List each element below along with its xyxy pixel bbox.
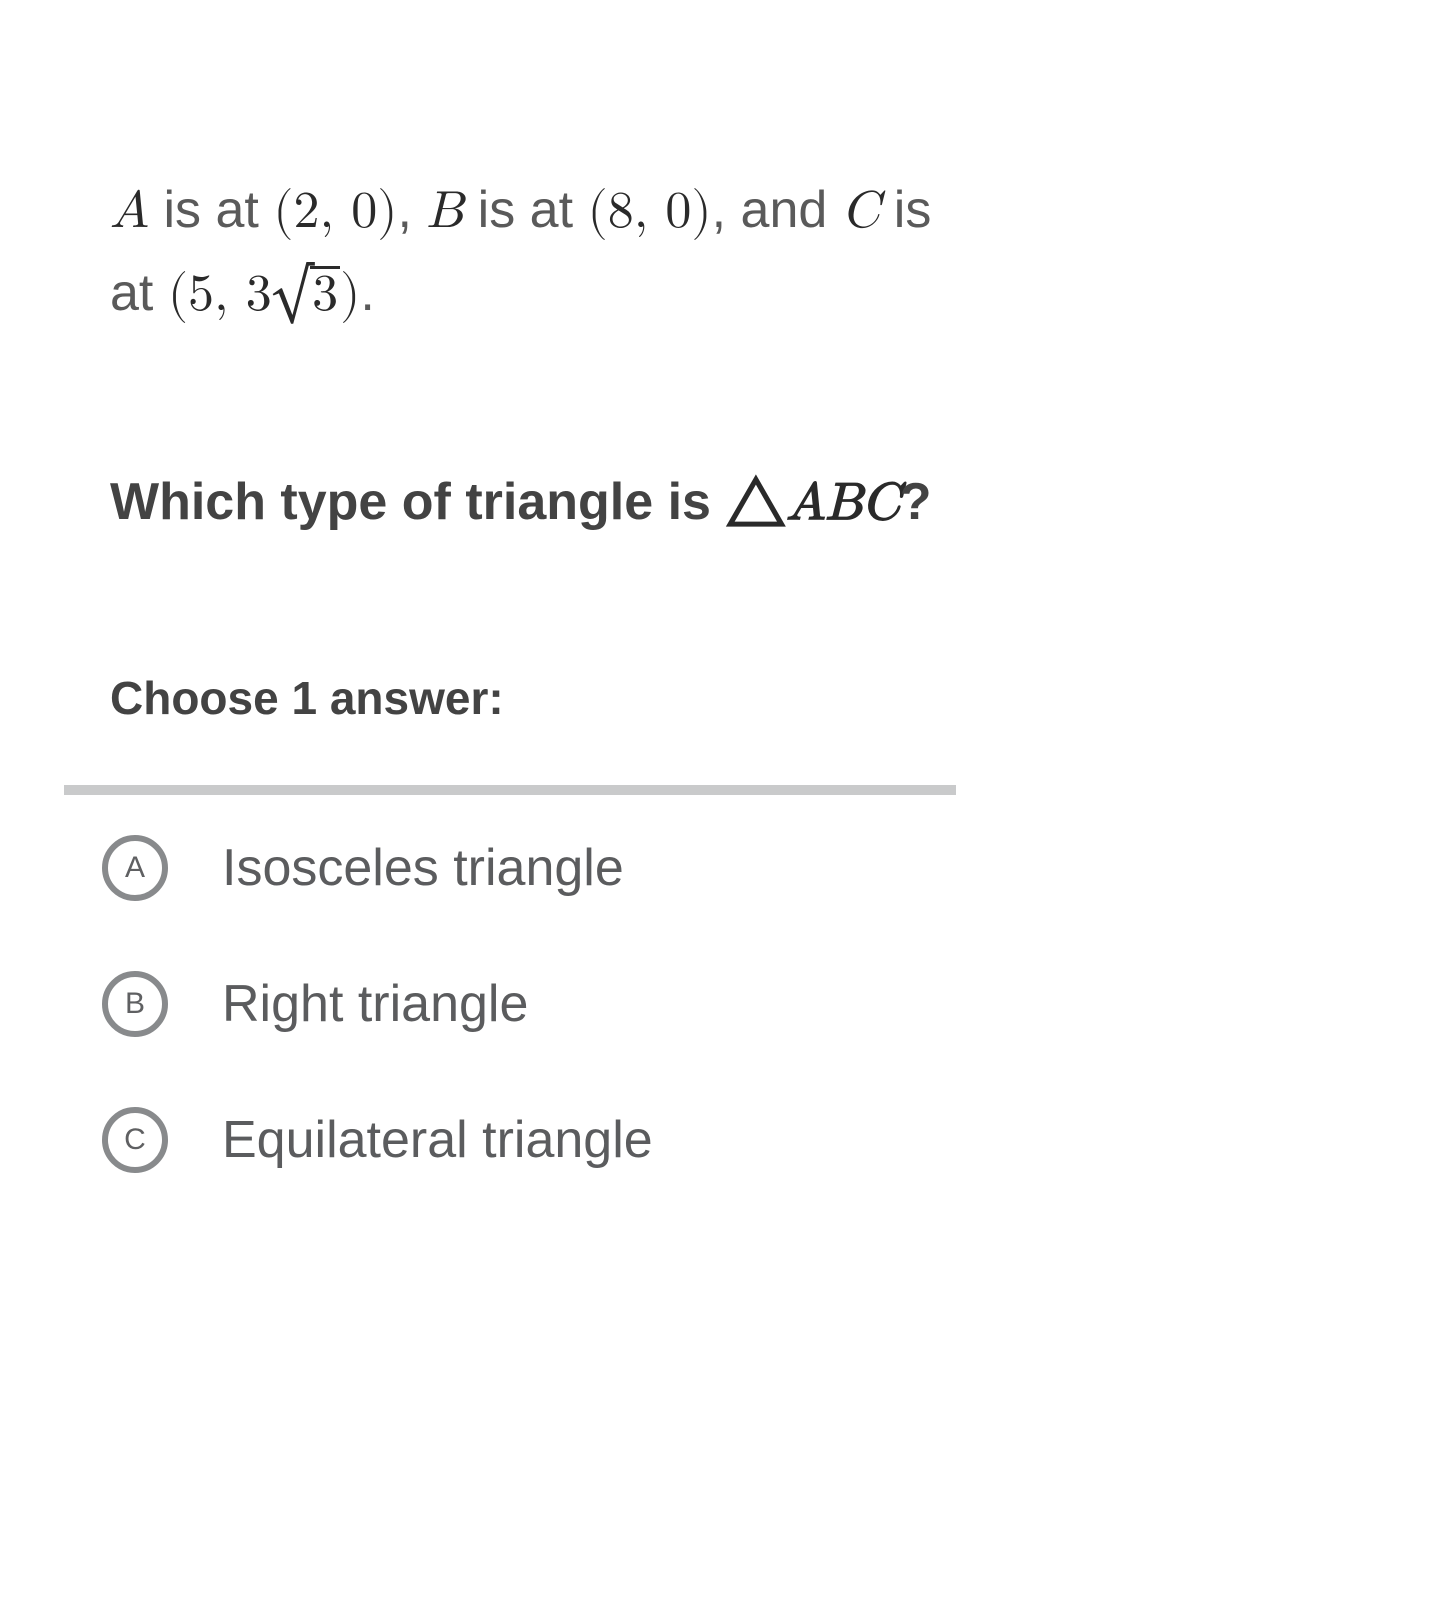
is-at-text-2: is at	[463, 181, 587, 239]
problem-statement: A is at (2, 0), B is at (8, 0), and C is…	[110, 170, 1346, 337]
point-c-coord-suffix: )	[340, 269, 360, 321]
point-a-name: A	[110, 186, 149, 238]
point-a-coord: (2, 0)	[273, 186, 397, 238]
is-at-text-1: is at	[149, 181, 273, 239]
answer-choices: A Isosceles triangle B Right triangle C …	[102, 835, 1346, 1173]
question-container: A is at (2, 0), B is at (8, 0), and C is…	[0, 0, 1456, 1173]
choice-letter-b: B	[102, 971, 168, 1037]
sqrt-expr: √3	[272, 255, 340, 338]
choice-b[interactable]: B Right triangle	[102, 971, 1346, 1037]
point-c-name: C	[842, 186, 880, 238]
radical-icon: √	[272, 271, 313, 323]
and-text: , and	[712, 181, 842, 239]
choice-c[interactable]: C Equilateral triangle	[102, 1107, 1346, 1173]
is-text: is	[879, 181, 931, 239]
point-b-name: B	[426, 186, 463, 238]
triangle-label: ABC	[786, 478, 899, 530]
period: .	[360, 264, 374, 322]
at-text: at	[110, 264, 168, 322]
divider	[64, 785, 956, 795]
choice-text-b: Right triangle	[222, 974, 528, 1034]
triangle-icon: △	[725, 480, 786, 532]
question-text: Which type of triangle is △ABC?	[110, 467, 1346, 541]
choose-label: Choose 1 answer:	[110, 671, 1346, 725]
question-suffix: ?	[900, 473, 932, 531]
sep-1: ,	[397, 181, 426, 239]
choice-letter-a: A	[102, 835, 168, 901]
choice-a[interactable]: A Isosceles triangle	[102, 835, 1346, 901]
question-prefix: Which type of triangle is	[110, 473, 725, 531]
point-c-coord-prefix: (5, 3	[168, 269, 272, 321]
choice-text-c: Equilateral triangle	[222, 1110, 653, 1170]
choice-text-a: Isosceles triangle	[222, 838, 624, 898]
sqrt-arg: 3	[310, 266, 340, 321]
point-b-coord: (8, 0)	[587, 186, 711, 238]
choice-letter-c: C	[102, 1107, 168, 1173]
